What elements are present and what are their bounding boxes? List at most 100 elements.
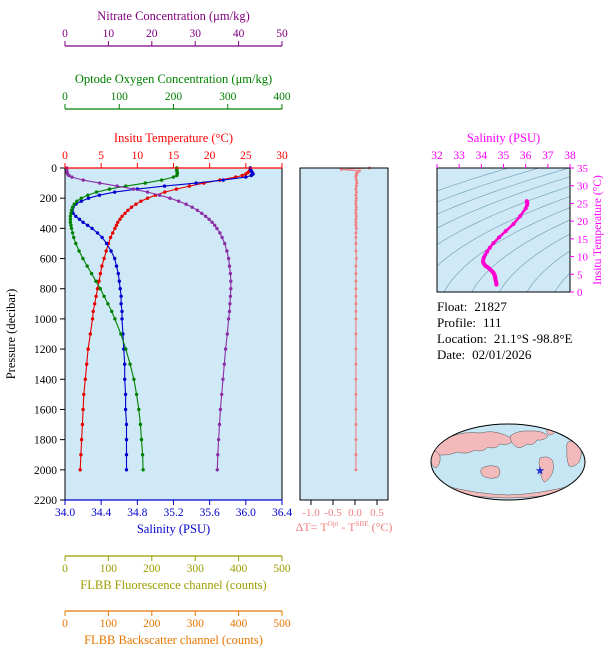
svg-text:10: 10 xyxy=(577,252,589,264)
svg-text:0: 0 xyxy=(577,287,583,299)
svg-text:400: 400 xyxy=(230,563,248,575)
svg-text:32: 32 xyxy=(431,150,443,162)
continents xyxy=(431,428,582,499)
svg-text:0: 0 xyxy=(62,618,68,630)
svg-text:400: 400 xyxy=(273,91,291,103)
svg-text:5: 5 xyxy=(577,269,583,281)
svg-text:33: 33 xyxy=(453,150,465,162)
svg-text:100: 100 xyxy=(111,91,129,103)
ts-diagram: 32 33 34 35 36 37 38 Salinity (PSU) 0 5 10 15 20 25 30… xyxy=(431,131,604,299)
float-info-row-location: Location: 21.1°S -98.8°E xyxy=(437,331,572,347)
salinity-axis: 34.0 34.4 34.8 35.2 35.6 36.0 36.4 Salinity (PS… xyxy=(55,499,292,536)
temperature-axis: 0 5 10 15 20 25 30 Insitu Temperature (°C) xyxy=(62,131,288,169)
nitrate-axis: 0 10 20 30 40 50 Nitrate Concentration (μm/kg) xyxy=(62,9,288,47)
svg-text:5: 5 xyxy=(98,150,104,162)
pressure-axis: 0 200 400 600 800 1000 1200 1400 1600 1800 2000 220… xyxy=(4,163,65,507)
svg-text:0.0: 0.0 xyxy=(348,507,362,519)
location-label: Location: xyxy=(437,331,487,346)
svg-text:35: 35 xyxy=(577,163,589,175)
svg-text:0: 0 xyxy=(62,28,68,40)
delta-t-axis-title: ΔT= TOpt - TSBE (°C) xyxy=(282,520,406,535)
svg-text:200: 200 xyxy=(143,618,161,630)
fluorescence-axis: 0 100 200 300 400 500 FLBB Fluorescence channe… xyxy=(62,555,291,592)
svg-text:34.8: 34.8 xyxy=(127,507,147,519)
svg-text:35.6: 35.6 xyxy=(200,507,220,519)
svg-text:200: 200 xyxy=(40,193,58,205)
svg-text:1200: 1200 xyxy=(34,344,57,356)
svg-text:20: 20 xyxy=(146,28,158,40)
delta-t-plot: -1.0 -0.5 0.0 0.5 xyxy=(299,166,389,519)
svg-text:Nitrate Concentration (μm/kg): Nitrate Concentration (μm/kg) xyxy=(97,9,250,23)
svg-text:38: 38 xyxy=(564,150,576,162)
svg-text:Insitu Temperature (°C): Insitu Temperature (°C) xyxy=(592,175,604,285)
svg-text:10: 10 xyxy=(132,150,144,162)
svg-text:0: 0 xyxy=(62,150,68,162)
date-label: Date: xyxy=(437,347,466,362)
svg-text:30: 30 xyxy=(577,181,589,193)
svg-text:1000: 1000 xyxy=(34,314,57,326)
svg-text:34.4: 34.4 xyxy=(91,507,111,519)
svg-text:Salinity (PSU): Salinity (PSU) xyxy=(467,131,540,145)
delta-t-title-prefix: ΔT= T xyxy=(295,520,328,534)
svg-text:400: 400 xyxy=(40,223,58,235)
svg-text:300: 300 xyxy=(187,563,205,575)
svg-text:20: 20 xyxy=(204,150,216,162)
svg-text:10: 10 xyxy=(103,28,115,40)
svg-text:30: 30 xyxy=(189,28,201,40)
svg-text:37: 37 xyxy=(542,150,554,162)
delta-t-title-sup-opt: Opt xyxy=(327,520,339,528)
svg-text:50: 50 xyxy=(276,28,288,40)
svg-text:600: 600 xyxy=(40,254,58,266)
svg-text:40: 40 xyxy=(233,28,245,40)
svg-text:200: 200 xyxy=(143,563,161,575)
svg-text:1800: 1800 xyxy=(34,435,57,447)
svg-text:1600: 1600 xyxy=(34,404,57,416)
svg-text:0.5: 0.5 xyxy=(370,507,384,519)
profile-series-nitrate xyxy=(65,166,233,472)
float-info-row-float: Float: 21827 xyxy=(437,299,572,315)
svg-text:200: 200 xyxy=(165,91,183,103)
svg-text:300: 300 xyxy=(187,618,205,630)
svg-text:Insitu Temperature (°C): Insitu Temperature (°C) xyxy=(114,131,233,145)
svg-text:25: 25 xyxy=(577,198,589,210)
svg-text:15: 15 xyxy=(577,234,589,246)
profile-value: 111 xyxy=(483,315,502,330)
svg-text:30: 30 xyxy=(276,150,288,162)
svg-text:15: 15 xyxy=(168,150,180,162)
density-contours xyxy=(437,168,570,292)
svg-text:FLBB Fluorescence channel (cou: FLBB Fluorescence channel (counts) xyxy=(80,578,266,592)
ts-curve xyxy=(481,199,530,287)
svg-text:Pressure (decibar): Pressure (decibar) xyxy=(4,289,18,380)
delta-t-title-mid: - T xyxy=(338,520,356,534)
svg-text:500: 500 xyxy=(273,618,291,630)
svg-text:100: 100 xyxy=(100,618,118,630)
location-value: 21.1°S -98.8°E xyxy=(493,331,573,346)
svg-text:35.2: 35.2 xyxy=(163,507,183,519)
svg-text:FLBB Backscatter channel (coun: FLBB Backscatter channel (counts) xyxy=(84,633,263,647)
svg-text:800: 800 xyxy=(40,284,58,296)
profile-plot: 0200400600800100012001400160018002000220… xyxy=(4,9,292,647)
float-info-row-profile: Profile: 111 xyxy=(437,315,572,331)
svg-text:500: 500 xyxy=(273,563,291,575)
svg-text:300: 300 xyxy=(219,91,237,103)
svg-text:0: 0 xyxy=(62,91,68,103)
svg-text:36.4: 36.4 xyxy=(272,507,292,519)
svg-text:2200: 2200 xyxy=(34,495,57,507)
backscatter-axis: 0 100 200 300 400 500 FLBB Backscatter channel… xyxy=(62,610,291,647)
svg-text:Optode Oxygen Concentration (μ: Optode Oxygen Concentration (μm/kg) xyxy=(75,72,272,86)
svg-text:36.0: 36.0 xyxy=(236,507,256,519)
svg-text:36: 36 xyxy=(520,150,532,162)
svg-text:34.0: 34.0 xyxy=(55,507,75,519)
svg-text:0: 0 xyxy=(62,563,68,575)
profile-label: Profile: xyxy=(437,315,476,330)
world-map xyxy=(430,423,586,501)
svg-text:34: 34 xyxy=(476,150,488,162)
svg-text:-0.5: -0.5 xyxy=(324,507,342,519)
svg-text:100: 100 xyxy=(100,563,118,575)
svg-text:Salinity (PSU): Salinity (PSU) xyxy=(137,522,210,536)
delta-t-title-suffix: (°C) xyxy=(368,520,393,534)
float-info: Float: 21827 Profile: 111 Location: 21.1°S … xyxy=(437,299,572,363)
